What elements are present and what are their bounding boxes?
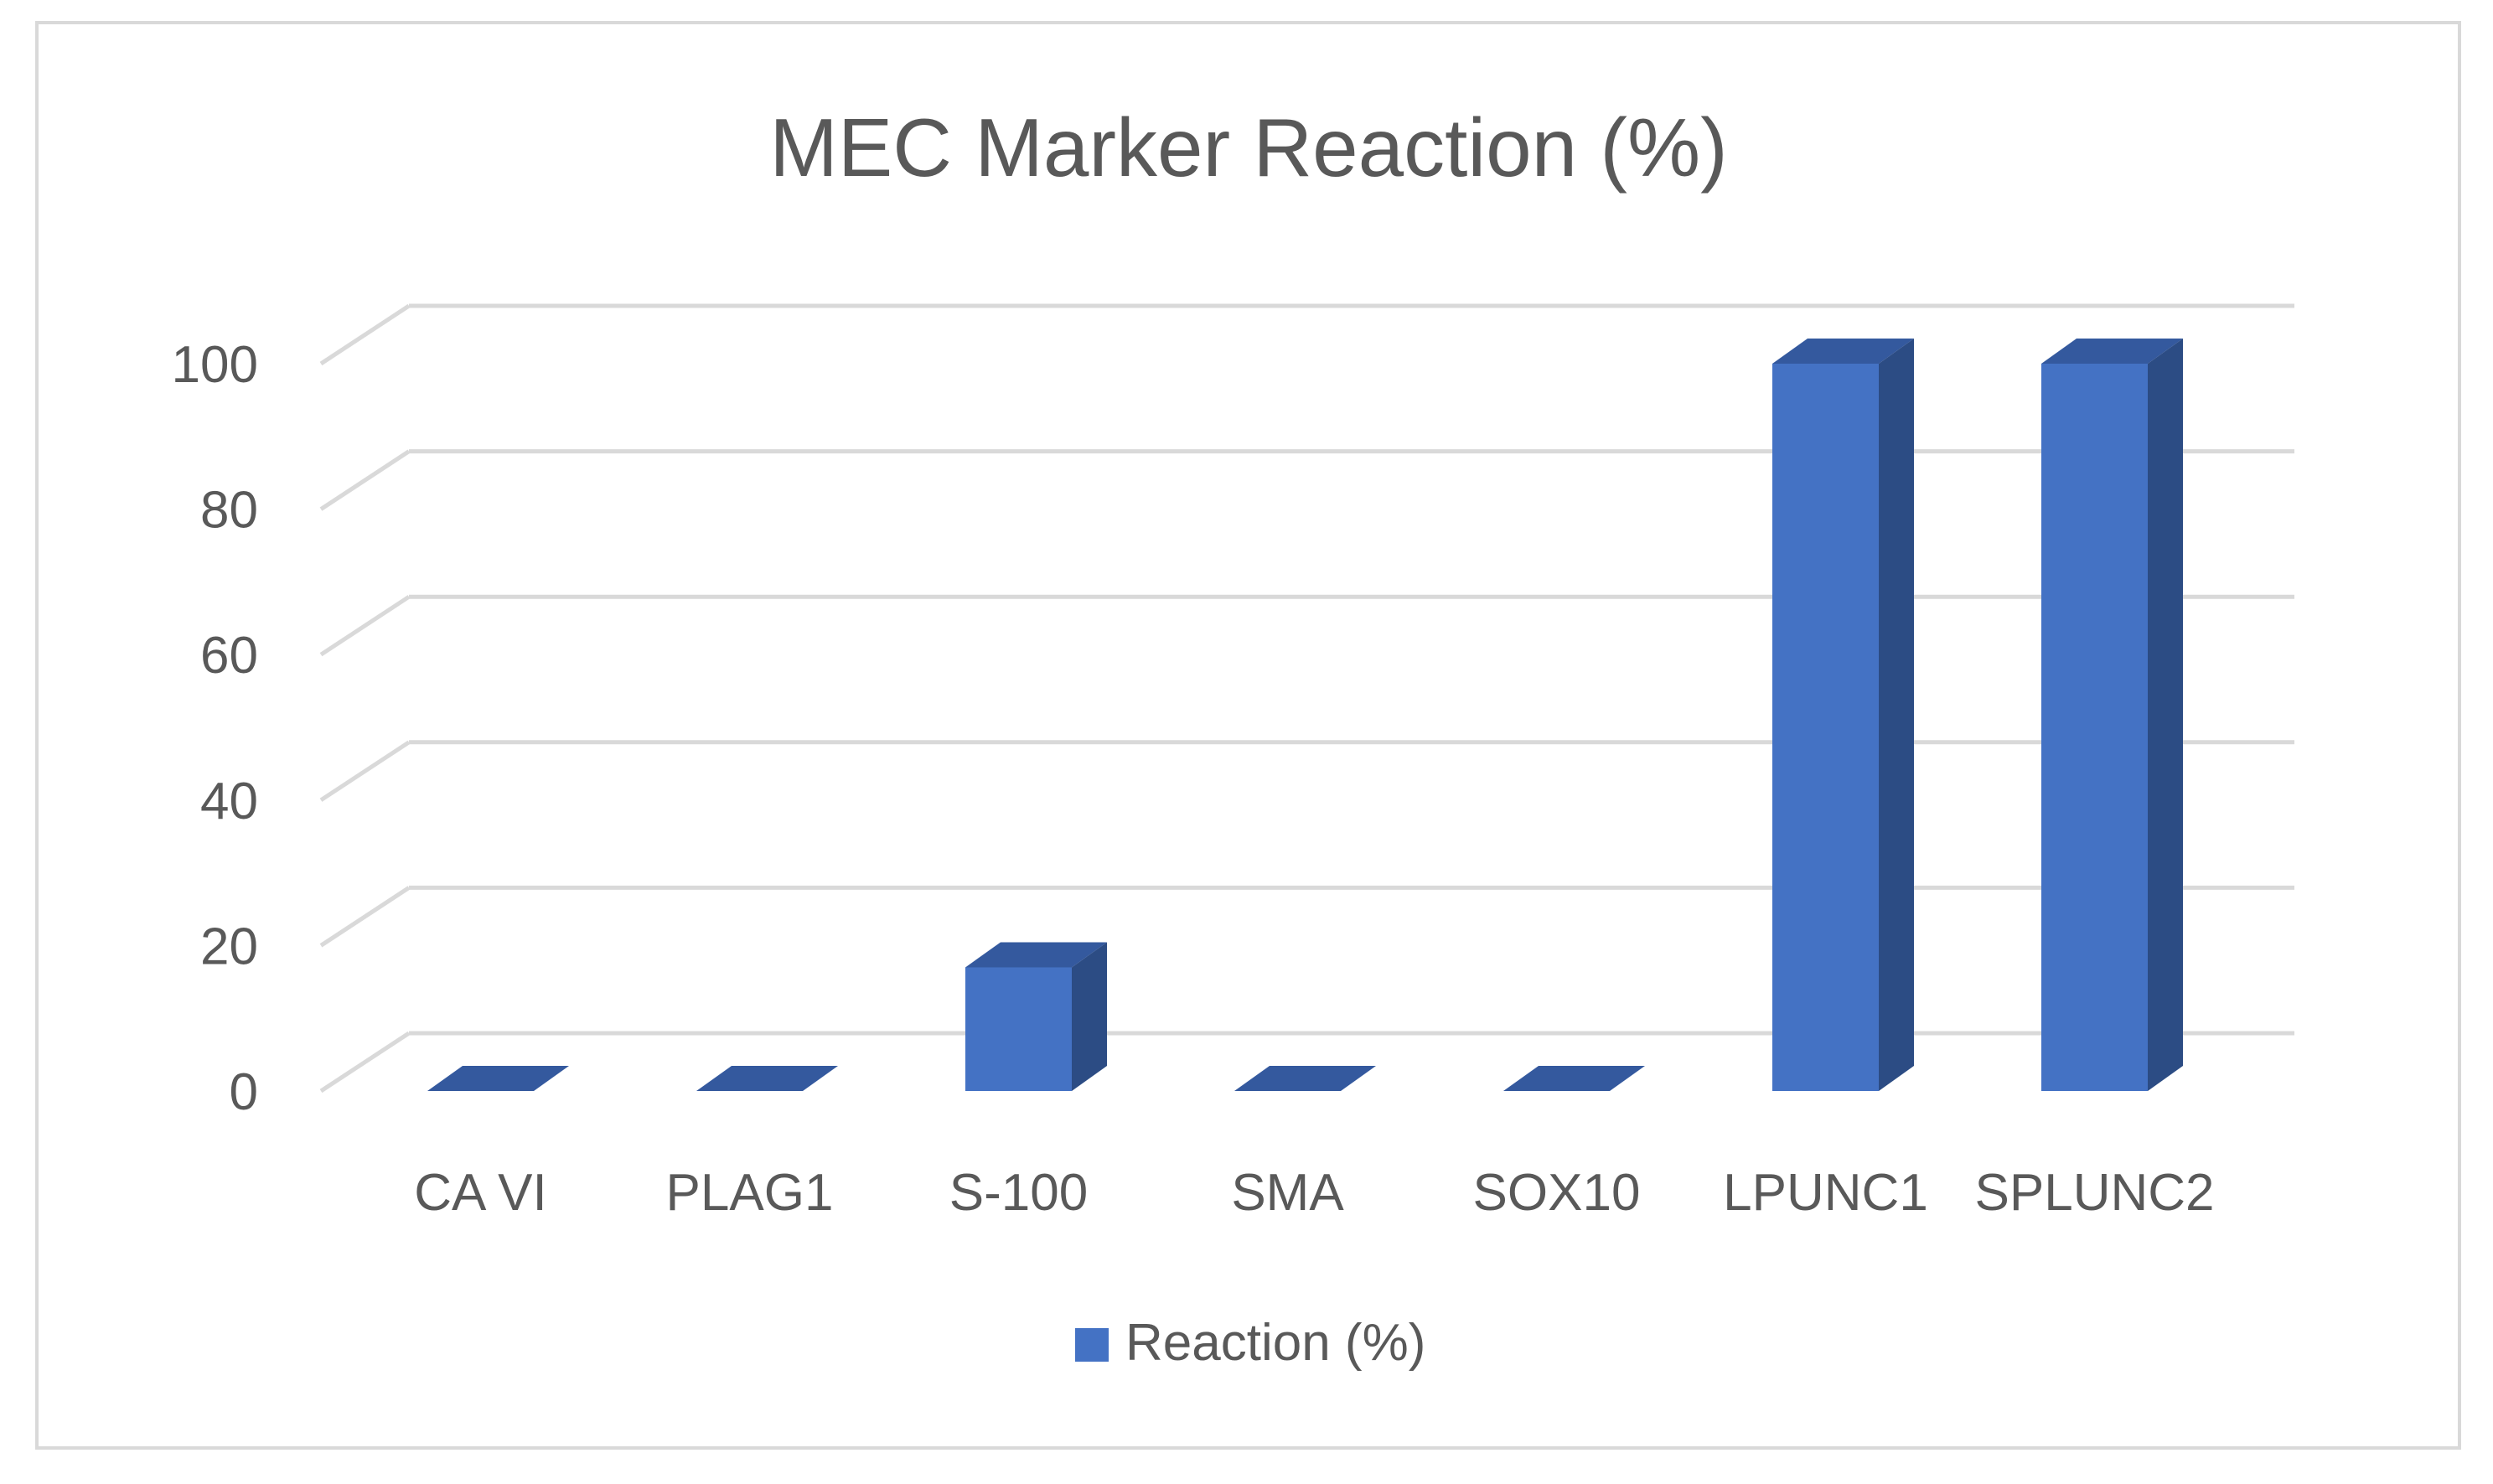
chart-title: MEC Marker Reaction (%) xyxy=(769,101,1728,194)
gridline-60 xyxy=(319,594,2294,657)
x-tick-label-ca-vi: CA VI xyxy=(414,1164,547,1222)
gridline-20 xyxy=(319,885,2294,948)
x-tick-label-sox10: SOX10 xyxy=(1473,1164,1641,1222)
gridline-0 xyxy=(319,1031,2294,1094)
bar-splunc2 xyxy=(2041,339,2183,1091)
x-tick-label-plag1: PLAG1 xyxy=(666,1164,834,1222)
y-tick-label-0: 0 xyxy=(230,1063,258,1121)
y-tick-label-60: 60 xyxy=(200,627,258,685)
x-tick-label-sma: SMA xyxy=(1231,1164,1344,1222)
bar-sma xyxy=(1234,1066,1376,1091)
gridline-40 xyxy=(319,740,2294,802)
x-tick-label-s-100: S-100 xyxy=(949,1164,1088,1222)
y-tick-label-100: 100 xyxy=(172,336,258,394)
bars xyxy=(427,339,2183,1091)
legend-swatch-reaction xyxy=(1075,1328,1109,1362)
bar-plag1 xyxy=(696,1066,838,1091)
y-tick-label-20: 20 xyxy=(200,918,258,975)
bar-s-100 xyxy=(965,942,1107,1091)
gridline-80 xyxy=(319,449,2294,511)
bar-lpunc1 xyxy=(1772,339,1914,1091)
legend: Reaction (%) xyxy=(1075,1314,1425,1372)
x-tick-label-splunc2: SPLUNC2 xyxy=(1975,1164,2215,1222)
legend-label-reaction: Reaction (%) xyxy=(1125,1314,1425,1372)
bar-sox10 xyxy=(1503,1066,1645,1091)
x-axis-ticks: CA VI PLAG1 S-100 SMA SOX10 LPUNC1 SPLUNC2 xyxy=(414,1164,2214,1222)
bar-ca-vi xyxy=(427,1066,569,1091)
y-tick-label-80: 80 xyxy=(200,482,258,540)
x-tick-label-lpunc1: LPUNC1 xyxy=(1723,1164,1928,1222)
y-axis-ticks: 0 20 40 60 80 100 xyxy=(172,336,258,1121)
gridlines xyxy=(319,303,2294,1094)
y-tick-label-40: 40 xyxy=(200,773,258,830)
gridline-100 xyxy=(319,303,2294,366)
